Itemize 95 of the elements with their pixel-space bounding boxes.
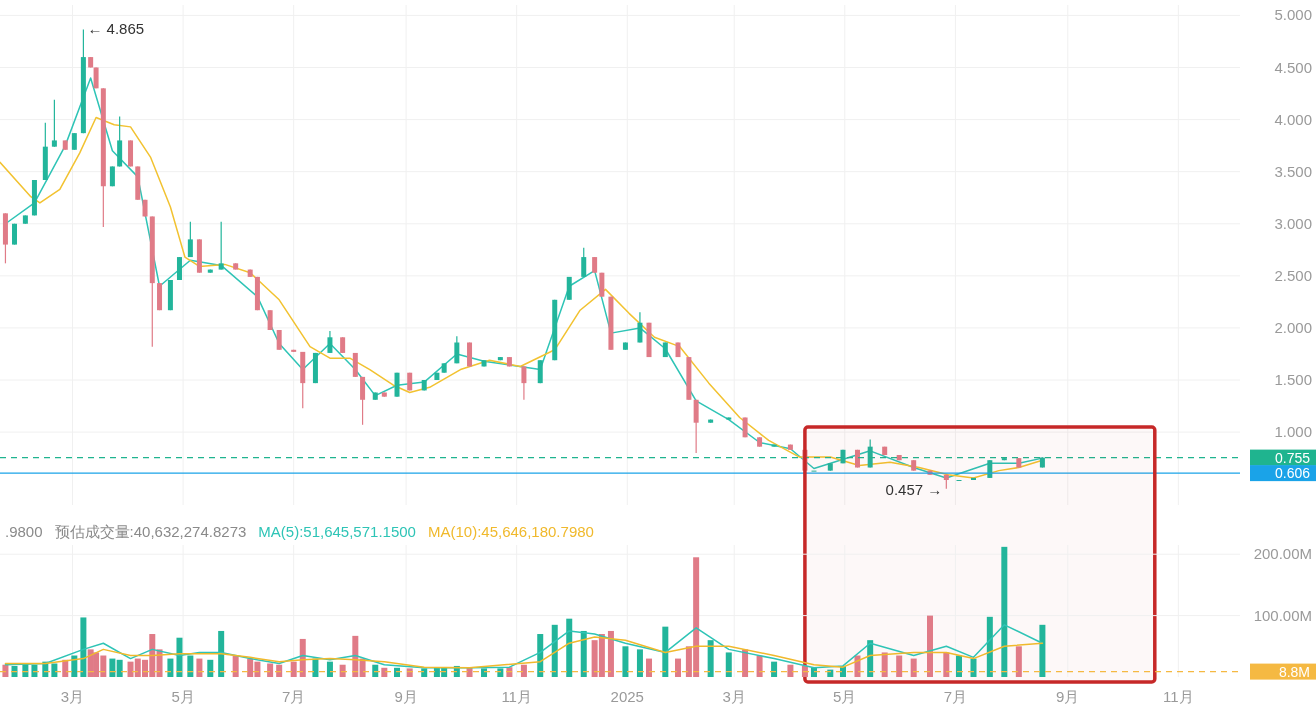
x-tick-label: 9月 bbox=[394, 688, 418, 705]
x-tick-label: 3月 bbox=[60, 688, 85, 705]
bar bbox=[481, 668, 488, 677]
line-series bbox=[4, 624, 1044, 669]
text: .9800 bbox=[5, 523, 43, 540]
bar bbox=[187, 655, 194, 677]
candlestick bbox=[637, 311, 643, 344]
x-tick-label: 5月 bbox=[171, 688, 195, 705]
bar bbox=[267, 663, 274, 677]
bar bbox=[787, 664, 794, 677]
y-tick-label: 1.000 bbox=[1274, 423, 1312, 441]
bar bbox=[116, 659, 123, 677]
candlestick bbox=[218, 221, 224, 271]
bar bbox=[312, 658, 319, 677]
bar bbox=[232, 655, 239, 677]
bar bbox=[943, 652, 950, 677]
y-tick-label: 100.00M bbox=[1253, 606, 1312, 624]
x-tick-label: 3月 bbox=[722, 688, 746, 705]
bar bbox=[176, 637, 183, 677]
bar bbox=[2, 664, 9, 677]
y-tick-label: 5.000 bbox=[1274, 6, 1312, 24]
candlestick bbox=[327, 330, 333, 354]
bar bbox=[276, 664, 283, 677]
bar bbox=[207, 659, 214, 677]
bar bbox=[1001, 546, 1008, 677]
bar bbox=[867, 640, 874, 677]
candlestick bbox=[51, 99, 57, 148]
annotation: ← 4.865 bbox=[87, 20, 145, 38]
bar bbox=[881, 652, 888, 677]
bar bbox=[607, 630, 614, 677]
x-tick-label: 7月 bbox=[282, 688, 306, 705]
bar bbox=[566, 618, 573, 677]
bar bbox=[646, 658, 653, 677]
y-tick-label: 4.500 bbox=[1274, 58, 1312, 76]
y-tick-label: 2.500 bbox=[1274, 266, 1312, 284]
y-tick-label: 2.000 bbox=[1274, 318, 1312, 336]
bar bbox=[326, 661, 333, 677]
bar bbox=[1039, 624, 1046, 677]
x-tick-label: 7月 bbox=[943, 688, 968, 705]
y-tick-label: 3.000 bbox=[1274, 214, 1312, 232]
bar bbox=[196, 658, 203, 677]
x-tick-label: 2025 bbox=[610, 688, 644, 705]
y-tick-label: 3.500 bbox=[1274, 162, 1312, 180]
candlestick bbox=[360, 376, 366, 426]
candlestick bbox=[454, 335, 460, 364]
bar bbox=[970, 658, 977, 677]
bar bbox=[80, 617, 87, 677]
bar bbox=[986, 616, 993, 677]
bar bbox=[662, 626, 669, 677]
bar bbox=[956, 655, 963, 677]
bar bbox=[71, 655, 78, 677]
y-tick-label: 200.00M bbox=[1253, 545, 1312, 563]
candlestick bbox=[187, 221, 193, 258]
x-tick-label: 5月 bbox=[833, 688, 857, 705]
bar bbox=[109, 658, 116, 677]
candlestick bbox=[276, 329, 282, 351]
bar bbox=[910, 658, 917, 677]
bar bbox=[290, 661, 297, 677]
bar bbox=[622, 646, 629, 677]
y-tick-label: 4.000 bbox=[1274, 110, 1312, 128]
ref-line-label: 0.606 bbox=[1274, 465, 1311, 482]
bar bbox=[756, 655, 763, 677]
x-tick-label: 9月 bbox=[1056, 688, 1080, 705]
bar bbox=[520, 664, 527, 677]
bar bbox=[896, 655, 903, 677]
bar bbox=[580, 630, 587, 677]
bar bbox=[675, 658, 682, 677]
bar bbox=[497, 668, 504, 677]
annotation: 0.457 → bbox=[885, 480, 943, 498]
text: 预估成交量:40,632,274.8273 bbox=[54, 523, 247, 540]
bar bbox=[707, 640, 714, 677]
candlestick bbox=[521, 365, 527, 401]
text: MA(10):45,646,180.7980 bbox=[427, 523, 594, 540]
bar bbox=[381, 667, 388, 677]
bar bbox=[167, 658, 174, 677]
bar bbox=[551, 624, 558, 677]
bar bbox=[339, 664, 346, 677]
bar bbox=[927, 615, 933, 677]
bar bbox=[51, 663, 58, 677]
bar bbox=[771, 661, 778, 677]
bar bbox=[725, 652, 732, 677]
ref-line-label: 0.755 bbox=[1274, 449, 1311, 466]
candlestick bbox=[693, 399, 699, 454]
y-tick-label: 1.500 bbox=[1274, 371, 1312, 388]
bar bbox=[1015, 646, 1022, 677]
x-tick-label: 11月 bbox=[1163, 688, 1194, 705]
bar bbox=[31, 664, 38, 677]
text: MA(5):51,645,571.1500 bbox=[258, 523, 416, 540]
candlestick bbox=[581, 247, 587, 278]
ref-line-label: 8.8M bbox=[1278, 663, 1310, 680]
bar bbox=[218, 630, 225, 677]
line-series bbox=[4, 636, 1044, 669]
bar bbox=[372, 664, 379, 677]
x-tick-label: 11月 bbox=[501, 688, 532, 705]
bar bbox=[636, 649, 643, 677]
